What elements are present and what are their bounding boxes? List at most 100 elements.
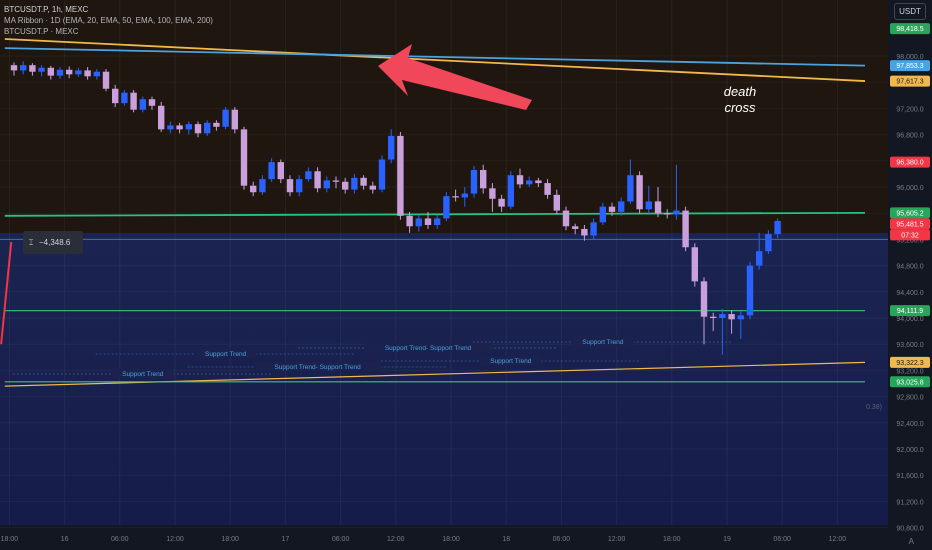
candle-body bbox=[176, 125, 183, 130]
price-axis-label: 98,000.0 bbox=[896, 54, 923, 61]
candle-body bbox=[415, 218, 422, 227]
price-tag-label: 98,418.5 bbox=[896, 26, 923, 33]
annotation-line-1: death bbox=[723, 84, 757, 99]
candle-body bbox=[277, 162, 284, 180]
price-tag-bg bbox=[890, 156, 930, 168]
price-tag-label: 97,853.3 bbox=[896, 63, 923, 70]
candle-body bbox=[618, 201, 625, 212]
candle-body bbox=[572, 226, 579, 229]
time-axis-label: 12:00 bbox=[166, 536, 184, 543]
candle-body bbox=[710, 316, 717, 318]
candle-body bbox=[608, 206, 616, 212]
time-axis-label: 18:00 bbox=[663, 536, 681, 543]
candle-body bbox=[388, 135, 395, 160]
price-tag-label: 95,605.2 bbox=[896, 210, 923, 217]
ema-line bbox=[4, 38, 866, 82]
support-trend-label: Support Trend bbox=[122, 371, 164, 378]
candle-body bbox=[544, 183, 551, 195]
candle-body bbox=[240, 129, 248, 186]
price-tag-label: 96,380.0 bbox=[896, 160, 923, 167]
candle-body bbox=[121, 92, 128, 104]
price-axis-label: 90,800.0 bbox=[896, 526, 923, 533]
price-tag-bg bbox=[890, 60, 930, 72]
candle-body bbox=[489, 188, 496, 199]
candle-body bbox=[369, 185, 376, 190]
price-axis-label: 97,200.0 bbox=[896, 106, 923, 113]
price-tag-label: 93,322.3 bbox=[896, 360, 923, 367]
candle-body bbox=[535, 180, 542, 184]
support-trend-label-bg bbox=[479, 356, 542, 365]
measure-line bbox=[0, 241, 13, 345]
candle-body bbox=[75, 70, 82, 75]
support-trend-label-bg bbox=[571, 337, 634, 346]
price-tag-bg bbox=[890, 305, 930, 317]
price-axis-label: 96,000.0 bbox=[896, 185, 923, 192]
candle-body bbox=[342, 181, 349, 190]
small-value-label: 0.38) bbox=[866, 404, 882, 411]
candle-body bbox=[259, 179, 266, 193]
candle-body bbox=[737, 315, 744, 320]
candle-body bbox=[443, 196, 450, 219]
candle-body bbox=[314, 171, 321, 189]
price-tag-label: 93,025.8 bbox=[896, 379, 923, 386]
candle-body bbox=[167, 125, 174, 130]
candle-body bbox=[645, 201, 652, 210]
candle-body bbox=[526, 180, 533, 185]
candle-body bbox=[636, 175, 643, 210]
candle-body bbox=[10, 65, 18, 71]
candle-body bbox=[286, 179, 294, 193]
candle-body bbox=[599, 206, 606, 223]
candle-body bbox=[562, 210, 570, 227]
ema-line bbox=[4, 47, 866, 67]
price-tags: 98,418.5 97,853.3 97,617.3 96,380.0 95,605.2… bbox=[890, 23, 930, 388]
candle-body bbox=[581, 228, 588, 236]
currency-button[interactable]: USDT bbox=[894, 3, 926, 20]
price-tag-bg bbox=[890, 207, 930, 219]
time-axis-label: 12:00 bbox=[829, 536, 847, 543]
candle-body bbox=[700, 281, 708, 317]
candle-body bbox=[112, 88, 119, 104]
auto-scale-button[interactable]: A bbox=[908, 537, 914, 546]
price-tag-bg bbox=[890, 23, 930, 35]
price-axis-label: 94,800.0 bbox=[896, 264, 923, 271]
upper-zone bbox=[0, 0, 888, 233]
support-trend-label-bg bbox=[111, 369, 174, 378]
candles bbox=[10, 61, 781, 355]
candle-body bbox=[194, 124, 202, 134]
candle-body bbox=[38, 67, 45, 72]
candle-body bbox=[130, 92, 137, 110]
price-axis-label: 93,600.0 bbox=[896, 342, 923, 349]
support-trend-label: Support Trend bbox=[582, 339, 624, 346]
time-axis-label: 18:00 bbox=[442, 536, 460, 543]
price-axis-label: 94,400.0 bbox=[896, 290, 923, 297]
candle-body bbox=[691, 247, 698, 282]
price-tag-bg bbox=[890, 75, 930, 87]
candle-body bbox=[434, 218, 441, 225]
candle-body bbox=[20, 65, 27, 71]
price-axis-label: 96,800.0 bbox=[896, 133, 923, 140]
candle-body bbox=[360, 177, 367, 186]
candle-body bbox=[66, 69, 73, 75]
price-axis-label: 93,200.0 bbox=[896, 368, 923, 375]
price-tag-bg bbox=[890, 218, 930, 230]
candle-body bbox=[654, 201, 662, 214]
candle-body bbox=[627, 175, 634, 202]
arrow-shape bbox=[378, 44, 532, 110]
price-axis-label: 92,400.0 bbox=[896, 421, 923, 428]
candle-body bbox=[728, 314, 735, 320]
support-trend-label: Support Trend- Support Trend bbox=[274, 364, 361, 371]
time-axis-label: 06:00 bbox=[111, 536, 129, 543]
support-trend-label: Support Trend- Support Trend bbox=[385, 345, 472, 352]
candle-body bbox=[664, 213, 671, 215]
candle-body bbox=[305, 171, 312, 180]
price-tag-bg bbox=[890, 229, 930, 241]
candle-body bbox=[47, 67, 54, 76]
candle-body bbox=[397, 135, 404, 216]
candle-body bbox=[406, 215, 413, 227]
price-axis bbox=[888, 0, 932, 525]
candle-body bbox=[148, 99, 156, 106]
price-tag-bg bbox=[890, 356, 930, 368]
candle-body bbox=[268, 162, 275, 180]
candle-body bbox=[461, 193, 468, 198]
